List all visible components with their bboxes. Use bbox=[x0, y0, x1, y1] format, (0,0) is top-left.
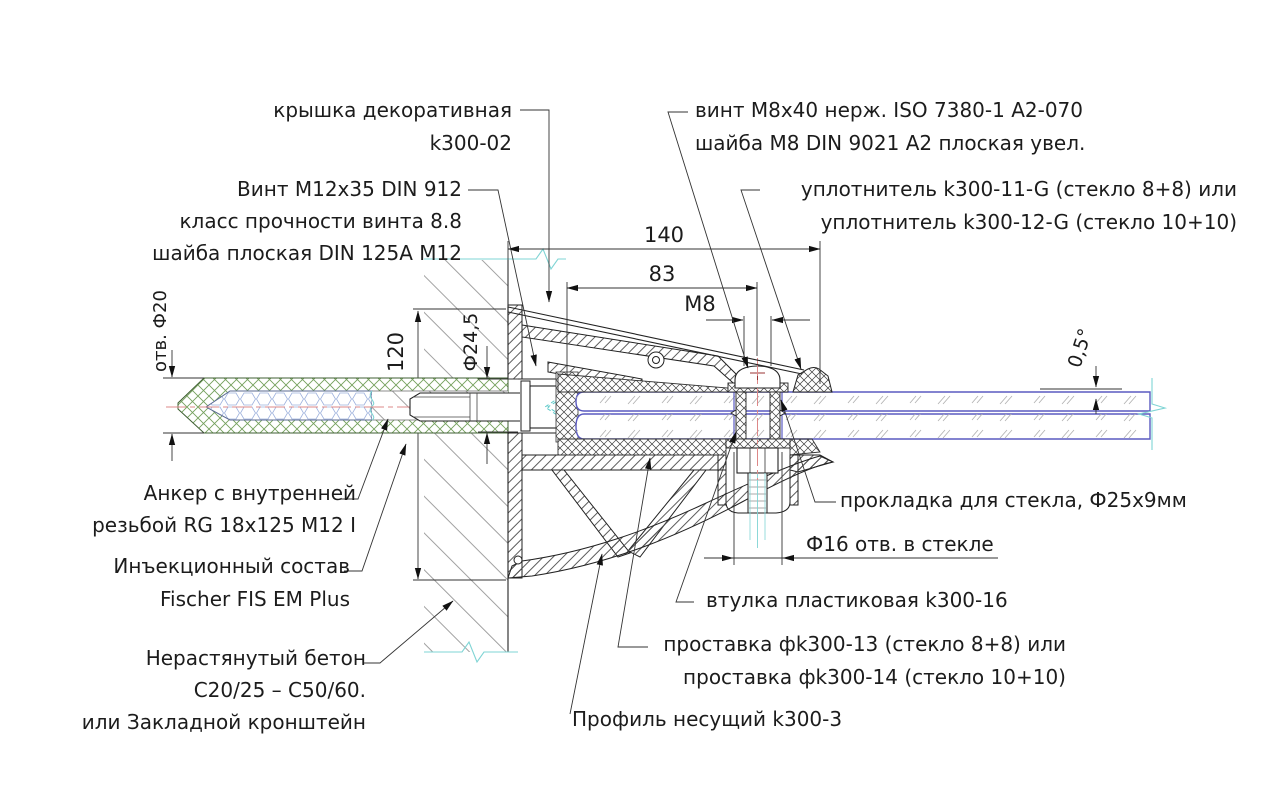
label-cap-2: k300-02 bbox=[430, 131, 512, 155]
label-m12-3: шайба плоская DIN 125A M12 bbox=[152, 241, 462, 265]
glass-break-line bbox=[1136, 378, 1168, 450]
label-m8-2: шайба M8 DIN 9021 A2 плоская увел. bbox=[695, 131, 1085, 155]
leader-lines bbox=[341, 109, 836, 715]
label-anchor-2: резьбой RG 18x125 M12 I bbox=[92, 513, 356, 537]
label-spacer-1: проставка фk300-13 (стекло 8+8) или bbox=[663, 632, 1066, 656]
label-cap-1: крышка декоративная bbox=[273, 98, 512, 122]
label-seal-1: уплотнитель k300-11-G (стекло 8+8) или bbox=[801, 177, 1237, 201]
dimension-140: 140 bbox=[507, 223, 821, 384]
label-injection-1: Инъекционный состав bbox=[113, 554, 350, 578]
label-bushing: втулка пластиковая k300-16 bbox=[706, 588, 1008, 612]
label-seal-2: уплотнитель k300-12-G (стекло 10+10) bbox=[821, 210, 1237, 234]
label-m12-2: класс прочности винта 8.8 bbox=[179, 209, 462, 233]
dim-hole20-text: отв. Ф20 bbox=[150, 290, 171, 372]
wall-top-break-line bbox=[424, 247, 566, 271]
glass-spacer bbox=[557, 438, 821, 456]
dim-bore245-text: Ф24,5 bbox=[460, 313, 482, 372]
label-profile: Профиль несущий k300-3 bbox=[572, 707, 842, 731]
label-injection-2: Fischer FIS EM Plus bbox=[160, 587, 350, 611]
label-spacer-2: проставка фk300-14 (стекло 10+10) bbox=[683, 665, 1066, 689]
label-gasket: прокладка для стекла, Ф25x9мм bbox=[840, 488, 1187, 512]
label-concrete-2: C20/25 – C50/60. bbox=[194, 678, 366, 702]
plastic-bushing-right bbox=[769, 391, 781, 440]
wall-bottom-break-line bbox=[424, 640, 518, 664]
label-anchor-1: Анкер с внутренней bbox=[144, 481, 356, 505]
dimension-120: 120 bbox=[384, 308, 506, 581]
glass-top-gasket bbox=[557, 373, 729, 393]
dimension-83: 83 bbox=[566, 262, 758, 376]
glass-hole-note: Ф16 отв. в стекле bbox=[806, 532, 994, 556]
label-m12-1: Винт M12x35 DIN 912 bbox=[237, 177, 462, 201]
dim-83-text: 83 bbox=[649, 262, 676, 286]
callout-labels: крышка декоративная k300-02 Винт M12x35 … bbox=[82, 98, 1237, 734]
decorative-cap bbox=[507, 306, 805, 375]
sleeve-break-line bbox=[369, 390, 375, 421]
dim-angle-text: 0,5° bbox=[1064, 326, 1097, 371]
dim-140-text: 140 bbox=[644, 223, 684, 247]
plastic-bushing-left bbox=[735, 391, 747, 440]
dim-120-text: 120 bbox=[384, 332, 408, 372]
laminated-glass bbox=[575, 378, 1168, 450]
dim-m8-text: M8 bbox=[684, 292, 715, 316]
label-concrete-1: Нерастянутый бетон bbox=[146, 646, 366, 670]
dimension-bore-245: Ф24,5 bbox=[460, 313, 518, 464]
m8-screw-assembly bbox=[725, 358, 791, 548]
m12-socket-hidden bbox=[547, 397, 563, 417]
dimension-glass-hole-16: Ф16 отв. в стекле bbox=[704, 452, 998, 565]
label-concrete-3: или Закладной кронштейн bbox=[82, 710, 366, 734]
label-m8-1: винт M8x40 нерж. ISO 7380-1 A2-070 bbox=[695, 98, 1083, 122]
m12-washer bbox=[520, 380, 531, 432]
seal-foot bbox=[792, 367, 833, 393]
dimension-hole-20: отв. Ф20 bbox=[150, 290, 204, 461]
